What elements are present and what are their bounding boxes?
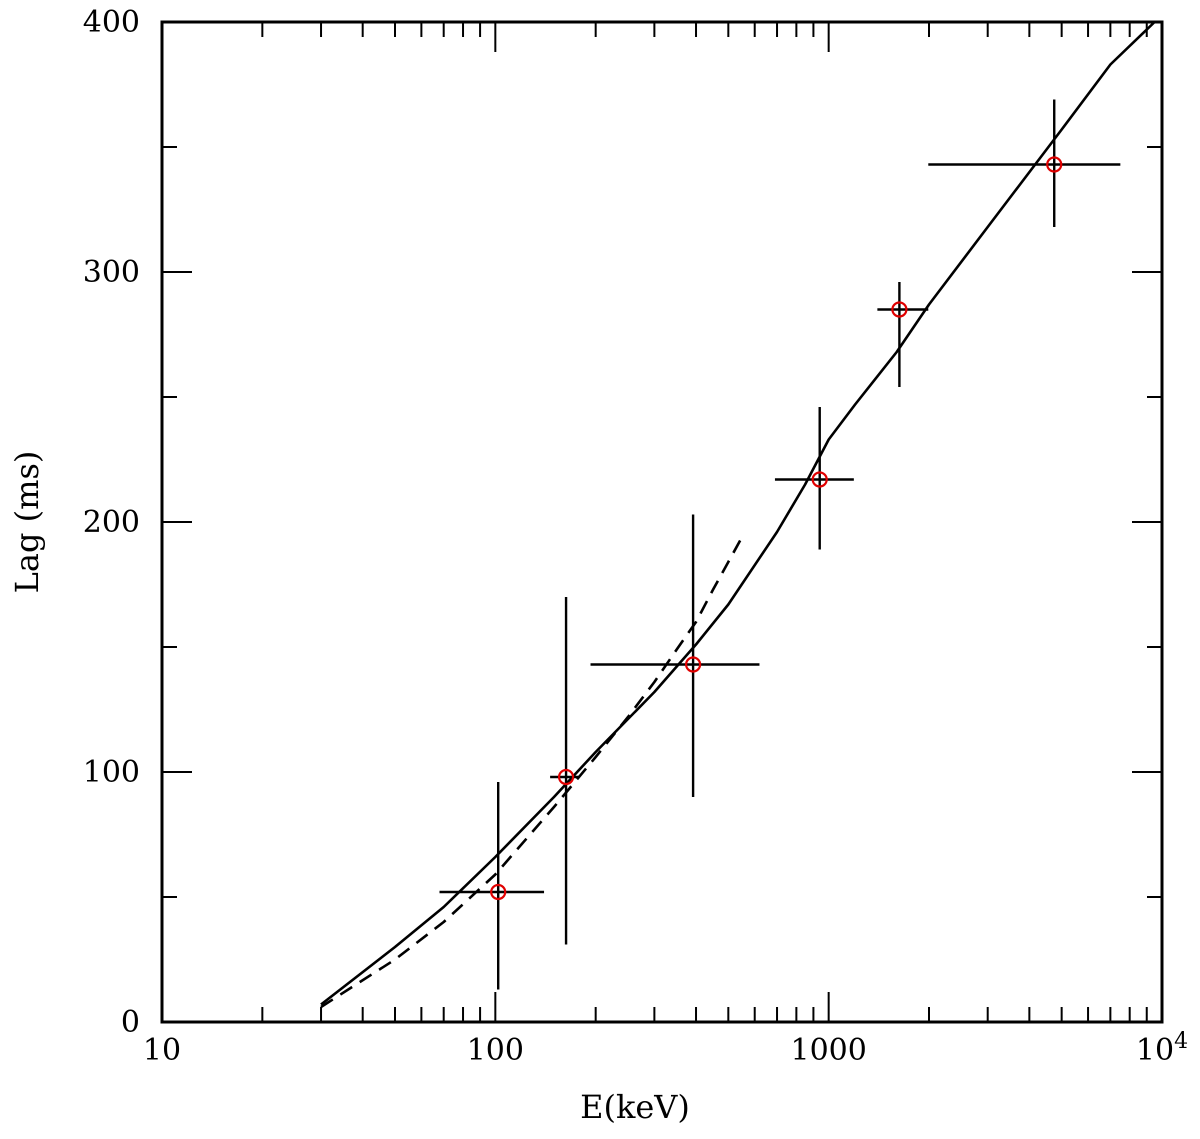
point-marker (490, 883, 507, 901)
point-marker (811, 471, 828, 488)
data-point (877, 282, 929, 387)
y-tick-label: 0 (121, 1005, 140, 1040)
y-tick-label: 100 (83, 755, 140, 790)
x-axis-label: E(keV) (580, 1088, 690, 1126)
data-points (439, 99, 1121, 990)
dashed-model-curve (320, 536, 744, 1009)
plot-frame (160, 20, 1164, 1024)
data-point (774, 407, 854, 550)
axis-ticks (161, 21, 1162, 1023)
solid-model-curve (320, 21, 1156, 1006)
x-tick-label: 100 (467, 1033, 524, 1068)
data-point (928, 99, 1121, 227)
model-curves (320, 21, 1156, 1009)
x-tick-label-exponent: 4 (1174, 1029, 1188, 1054)
x-tick-label: 10 (143, 1033, 181, 1068)
y-tick-label: 300 (83, 255, 140, 290)
y-axis-label: Lag (ms) (8, 451, 46, 594)
x-tick-label: 104 (1136, 1029, 1188, 1068)
point-marker (891, 301, 908, 318)
data-point (439, 782, 545, 990)
point-marker (684, 656, 702, 673)
point-marker (557, 768, 575, 786)
x-tick-label: 1000 (790, 1033, 866, 1068)
tick-labels: 10 100 1000 104 0 100 200 300 400 (83, 5, 1188, 1068)
y-tick-label: 400 (83, 5, 140, 40)
data-point (550, 597, 579, 945)
point-marker (1046, 156, 1063, 173)
y-tick-label: 200 (83, 505, 140, 540)
data-point (590, 514, 760, 797)
